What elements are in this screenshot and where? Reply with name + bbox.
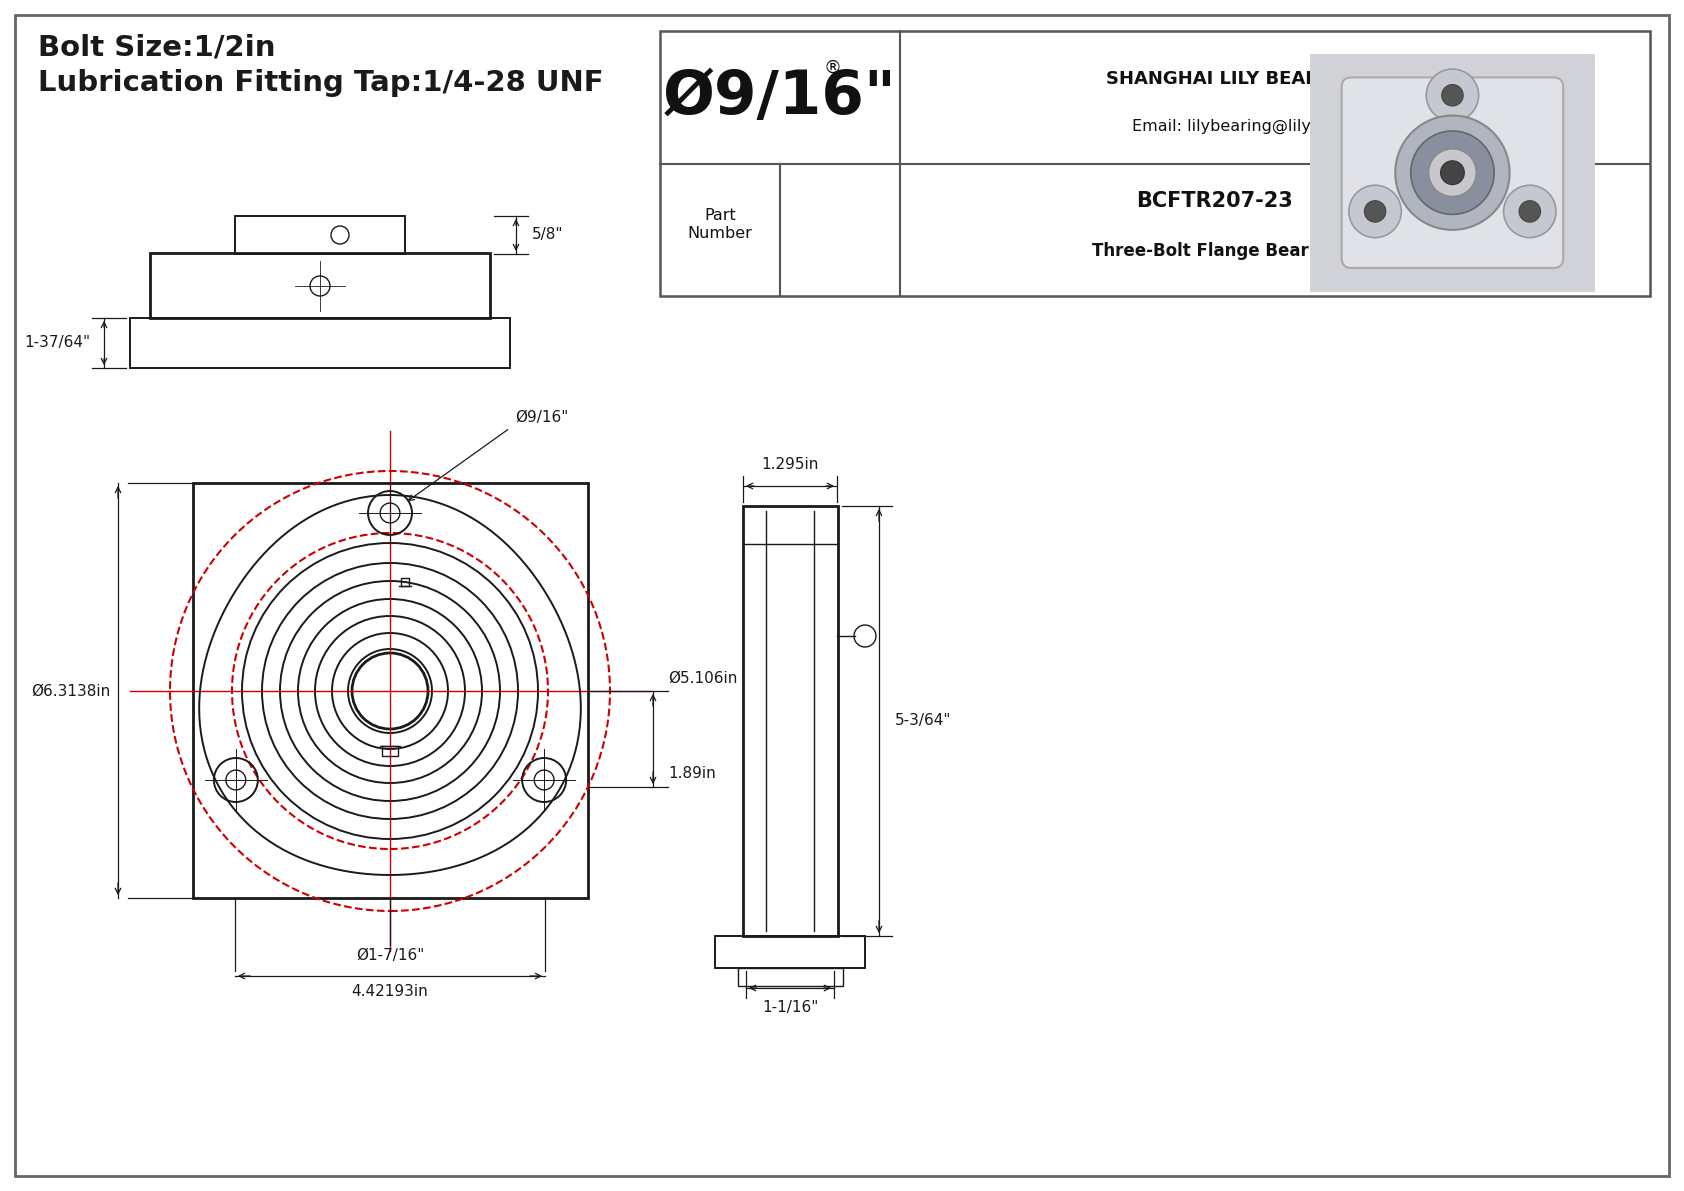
Text: Part
Number: Part Number [687,208,753,241]
Circle shape [1428,149,1477,197]
Text: ®: ® [823,58,840,76]
Text: Ø1-7/16": Ø1-7/16" [355,948,424,964]
Bar [743,506,839,936]
Text: Bolt Size:1/2in: Bolt Size:1/2in [39,33,276,61]
Text: BCFTR207-23: BCFTR207-23 [1137,191,1293,211]
Text: 5/8": 5/8" [532,227,564,243]
Text: Three-Bolt Flange Bearing: Three-Bolt Flange Bearing [1091,242,1339,260]
Bar [660,31,1650,297]
Circle shape [1440,161,1465,185]
Text: 4.42193in: 4.42193in [352,984,428,999]
Text: 1-1/16": 1-1/16" [761,1000,818,1015]
Bar [716,936,866,968]
Text: Ø9/16": Ø9/16" [515,410,569,425]
FancyBboxPatch shape [1342,77,1563,268]
Circle shape [1426,69,1479,121]
Text: Email: lilybearing@lily-bearing.com: Email: lilybearing@lily-bearing.com [1132,119,1418,135]
Text: 1-37/64": 1-37/64" [24,336,89,350]
Text: 1.89in: 1.89in [669,766,716,781]
Bar [130,318,510,368]
Text: Lubrication Fitting Tap:1/4-28 UNF: Lubrication Fitting Tap:1/4-28 UNF [39,69,603,96]
Bar [150,252,490,318]
Circle shape [1442,85,1463,106]
Text: SHANGHAI LILY BEARING LIMITED: SHANGHAI LILY BEARING LIMITED [1106,70,1443,88]
Circle shape [1349,185,1401,237]
Circle shape [1396,116,1509,230]
Circle shape [1519,200,1541,222]
Text: Ø9/16": Ø9/16" [663,68,898,126]
Bar [194,484,588,898]
Text: Ø5.106in: Ø5.106in [669,671,738,686]
Bar [236,216,404,254]
Bar [738,968,844,986]
Text: 5-3/64": 5-3/64" [894,713,951,729]
Text: 1.295in: 1.295in [761,457,818,472]
Circle shape [1504,185,1556,237]
Text: Ø6.3138in: Ø6.3138in [30,684,109,698]
Circle shape [1364,200,1386,222]
Circle shape [1411,131,1494,214]
